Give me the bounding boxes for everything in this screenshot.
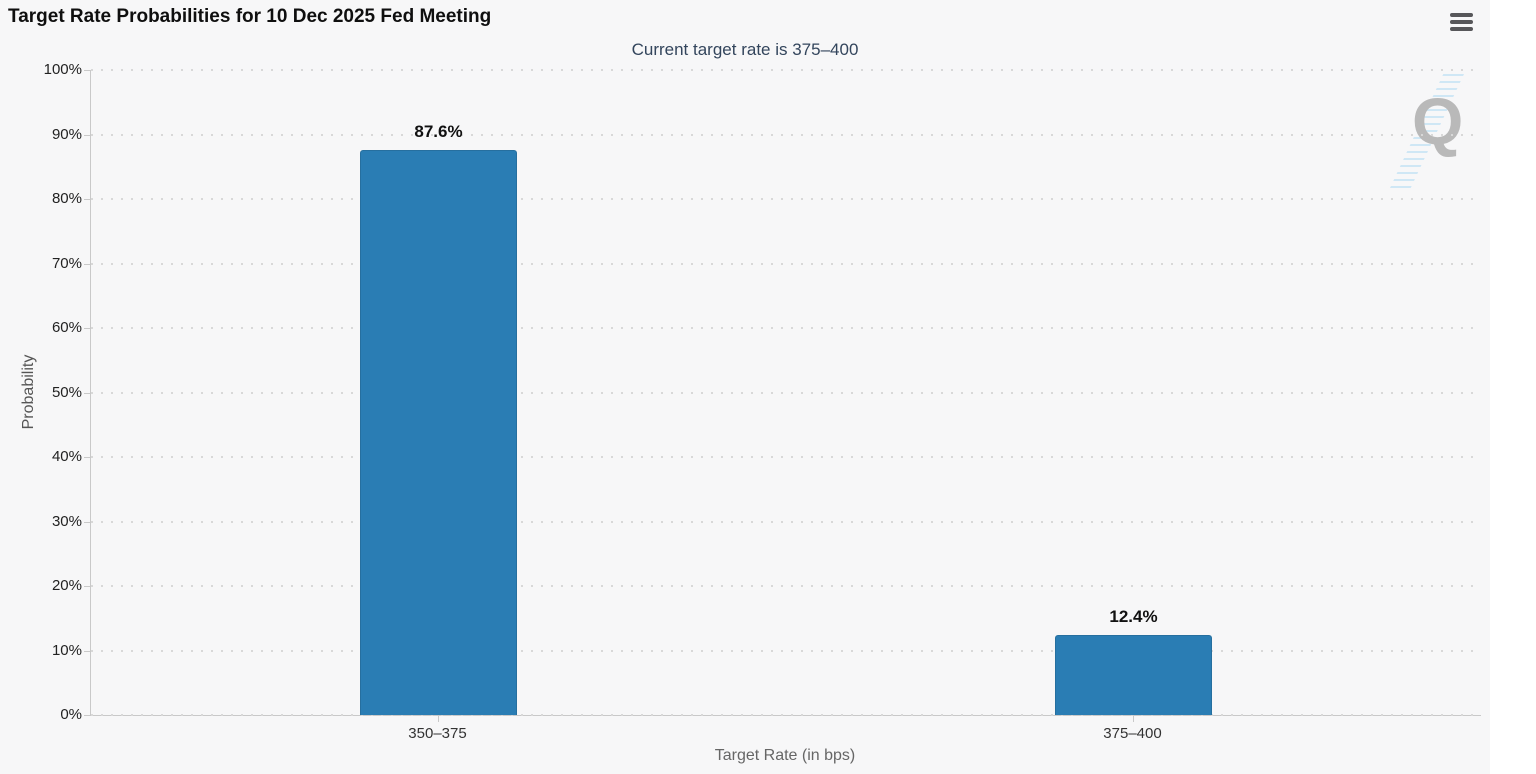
y-axis-tick <box>84 199 90 200</box>
chart-subtitle: Current target rate is 375–400 <box>631 40 859 59</box>
y-axis-tick <box>84 457 90 458</box>
y-axis-tick <box>84 70 90 71</box>
gridline <box>91 133 1481 136</box>
x-category-label: 375–400 <box>1103 725 1162 742</box>
probability-bar-350–375[interactable] <box>360 149 517 715</box>
y-tick-label: 0% <box>60 706 82 723</box>
hamburger-bar <box>1450 13 1473 17</box>
gridline <box>91 456 1481 458</box>
y-axis-tick <box>84 263 90 265</box>
gridline <box>91 327 1481 329</box>
chart-title: Target Rate Probabilities for 10 Dec 202… <box>8 6 492 27</box>
gridline <box>91 69 1481 71</box>
y-tick-label: 60% <box>51 319 82 336</box>
gridline <box>91 520 1481 523</box>
y-axis-tick <box>84 715 90 716</box>
y-tick-label: 20% <box>51 577 82 594</box>
y-axis-tick <box>84 392 90 394</box>
y-axis-tick <box>84 521 90 523</box>
bar-value-label: 87.6% <box>414 121 463 141</box>
y-axis-tick <box>84 650 90 652</box>
bar-value-label: 12.4% <box>1109 607 1158 627</box>
y-tick-label: 100% <box>43 61 82 78</box>
x-axis-tick <box>1132 716 1134 722</box>
gridline <box>91 198 1481 200</box>
x-category-label: 350–375 <box>408 725 467 742</box>
watermark-q-logo: Q <box>1412 84 1464 158</box>
hamburger-bar <box>1450 27 1473 31</box>
gridline <box>91 391 1481 394</box>
y-tick-label: 50% <box>51 383 82 401</box>
plot-area: 87.6% 12.4% <box>90 69 1481 716</box>
y-tick-label: 70% <box>51 254 82 272</box>
y-tick-label: 40% <box>51 448 82 465</box>
x-axis-tick <box>437 716 439 722</box>
y-axis-tick <box>84 586 90 587</box>
hamburger-bar <box>1450 20 1473 24</box>
x-axis-title: Target Rate (in bps) <box>714 747 856 764</box>
y-tick-label: 80% <box>51 190 82 207</box>
gridline <box>91 714 1481 716</box>
gridline <box>91 262 1481 265</box>
y-tick-label: 10% <box>51 641 82 659</box>
probability-bar-375–400[interactable] <box>1055 635 1212 715</box>
fed-meeting-probability-chart: Target Rate Probabilities for 10 Dec 202… <box>8 6 1481 764</box>
y-tick-label: 30% <box>51 512 82 530</box>
hamburger-menu-icon[interactable] <box>1450 13 1473 31</box>
gridline <box>91 649 1481 652</box>
y-axis-tick <box>84 134 90 136</box>
y-axis-tick <box>84 328 90 329</box>
y-tick-label: 90% <box>51 125 82 143</box>
gridline <box>91 585 1481 587</box>
